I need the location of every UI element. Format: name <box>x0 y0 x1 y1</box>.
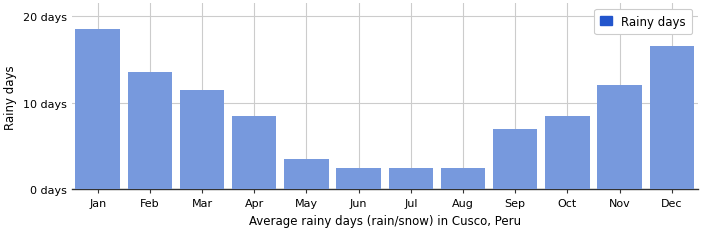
X-axis label: Average rainy days (rain/snow) in Cusco, Peru: Average rainy days (rain/snow) in Cusco,… <box>249 214 521 227</box>
Bar <box>128 73 172 189</box>
Bar <box>389 168 433 189</box>
Bar <box>232 116 277 189</box>
Bar <box>441 168 485 189</box>
Bar <box>180 90 224 189</box>
Bar <box>336 168 380 189</box>
Legend: Rainy days: Rainy days <box>595 10 692 35</box>
Y-axis label: Rainy days: Rainy days <box>4 65 17 129</box>
Bar <box>545 116 590 189</box>
Bar <box>649 47 694 189</box>
Bar <box>284 159 329 189</box>
Bar <box>76 30 120 189</box>
Bar <box>493 129 537 189</box>
Bar <box>597 86 642 189</box>
